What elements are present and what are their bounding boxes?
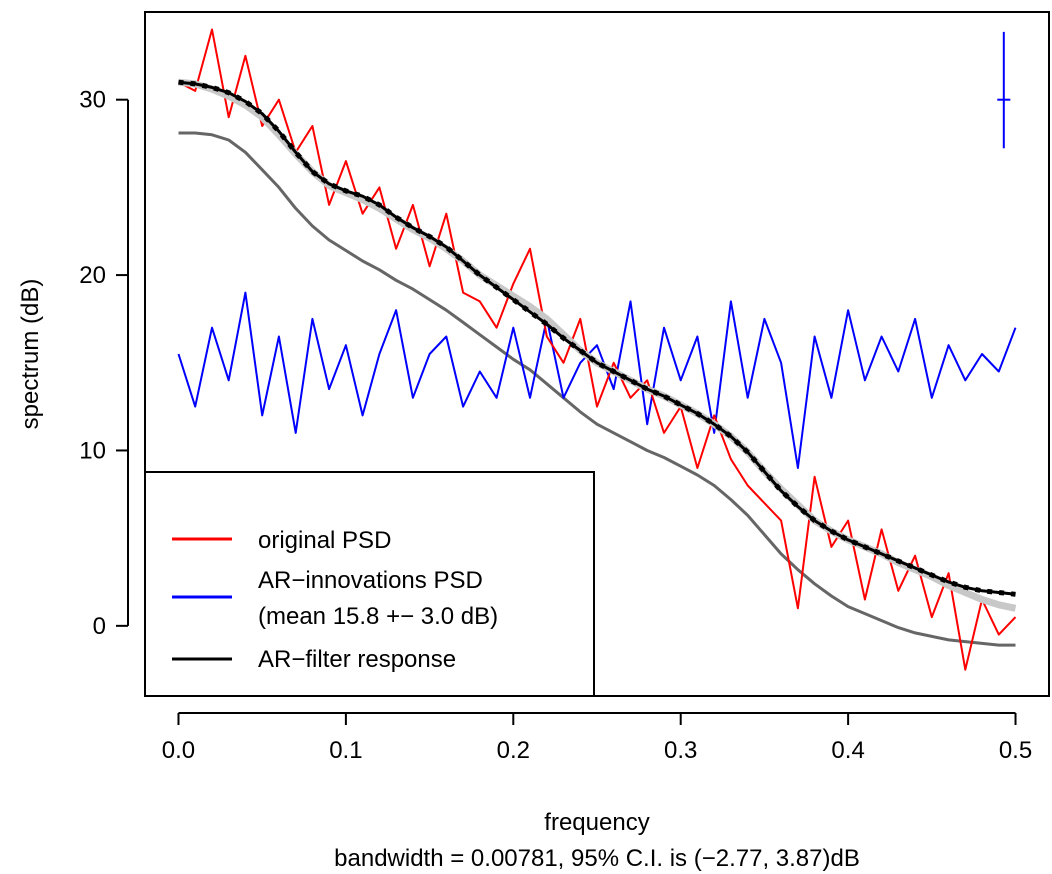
series-ar-innovations-psd bbox=[177, 291, 1017, 469]
legend-label-ar-filter: AR−filter response bbox=[258, 646, 456, 673]
chart-subtitle: bandwidth = 0.00781, 95% C.I. is (−2.77,… bbox=[334, 845, 860, 872]
series-layer bbox=[177, 28, 1017, 671]
x-tick-label: 0.1 bbox=[329, 737, 362, 764]
x-axis: 0.0 0.1 0.2 0.3 0.4 0.5 bbox=[162, 712, 1032, 764]
y-tick-label: 0 bbox=[93, 613, 106, 640]
plot-border bbox=[144, 11, 1050, 697]
series-lower-envelope bbox=[178, 131, 1016, 647]
x-tick-label: 0.4 bbox=[831, 737, 864, 764]
x-tick-label: 0.2 bbox=[497, 737, 530, 764]
legend-label-ar-innovations: AR−innovations PSD bbox=[258, 567, 483, 594]
legend-label-ar-innovations-mean: (mean 15.8 +− 3.0 dB) bbox=[258, 603, 498, 630]
x-tick-label: 0.0 bbox=[162, 737, 195, 764]
legend: original PSD AR−innovations PSD (mean 15… bbox=[144, 471, 595, 697]
y-tick-label: 30 bbox=[79, 87, 106, 114]
x-tick-label: 0.3 bbox=[664, 737, 697, 764]
x-tick-label: 0.5 bbox=[999, 737, 1032, 764]
y-tick-label: 10 bbox=[79, 437, 106, 464]
legend-label-original-psd: original PSD bbox=[258, 527, 391, 554]
y-axis: 0 10 20 30 bbox=[79, 87, 129, 640]
series-ar-filter-response bbox=[178, 80, 1016, 596]
y-axis-title: spectrum (dB) bbox=[17, 279, 44, 430]
y-tick-label: 20 bbox=[79, 262, 106, 289]
confidence-interval-marker bbox=[997, 31, 1011, 149]
x-axis-title: frequency bbox=[544, 809, 649, 836]
